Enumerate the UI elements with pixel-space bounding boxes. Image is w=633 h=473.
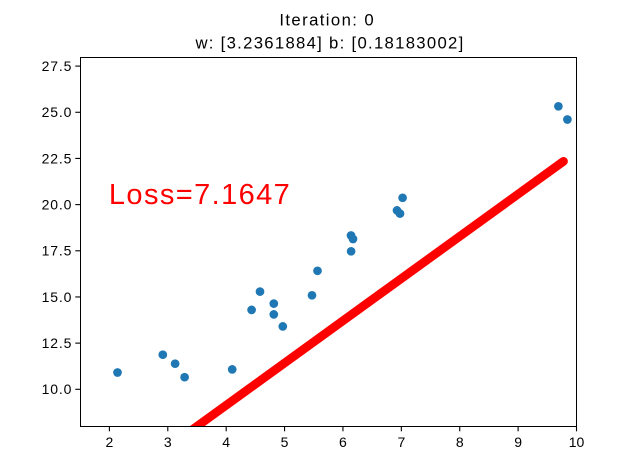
svg-text:27.5: 27.5 <box>42 58 73 74</box>
svg-text:8: 8 <box>456 434 464 450</box>
svg-text:2: 2 <box>106 434 114 450</box>
svg-text:Loss=7.1647: Loss=7.1647 <box>109 179 291 211</box>
svg-text:6: 6 <box>339 434 347 450</box>
svg-text:9: 9 <box>514 434 522 450</box>
svg-text:17.5: 17.5 <box>42 243 73 259</box>
svg-text:Iteration: 0: Iteration: 0 <box>279 11 375 30</box>
svg-text:10: 10 <box>569 434 585 450</box>
svg-text:4: 4 <box>222 434 230 450</box>
svg-text:10.0: 10.0 <box>42 381 73 397</box>
svg-text:25.0: 25.0 <box>42 104 73 120</box>
svg-text:22.5: 22.5 <box>42 150 73 166</box>
svg-text:7: 7 <box>397 434 405 450</box>
svg-text:w: [3.2361884] b: [0.18183002]: w: [3.2361884] b: [0.18183002] <box>194 34 464 53</box>
svg-text:5: 5 <box>281 434 289 450</box>
svg-text:20.0: 20.0 <box>42 197 73 213</box>
svg-text:3: 3 <box>164 434 172 450</box>
svg-text:15.0: 15.0 <box>42 289 73 305</box>
svg-text:12.5: 12.5 <box>42 335 73 351</box>
